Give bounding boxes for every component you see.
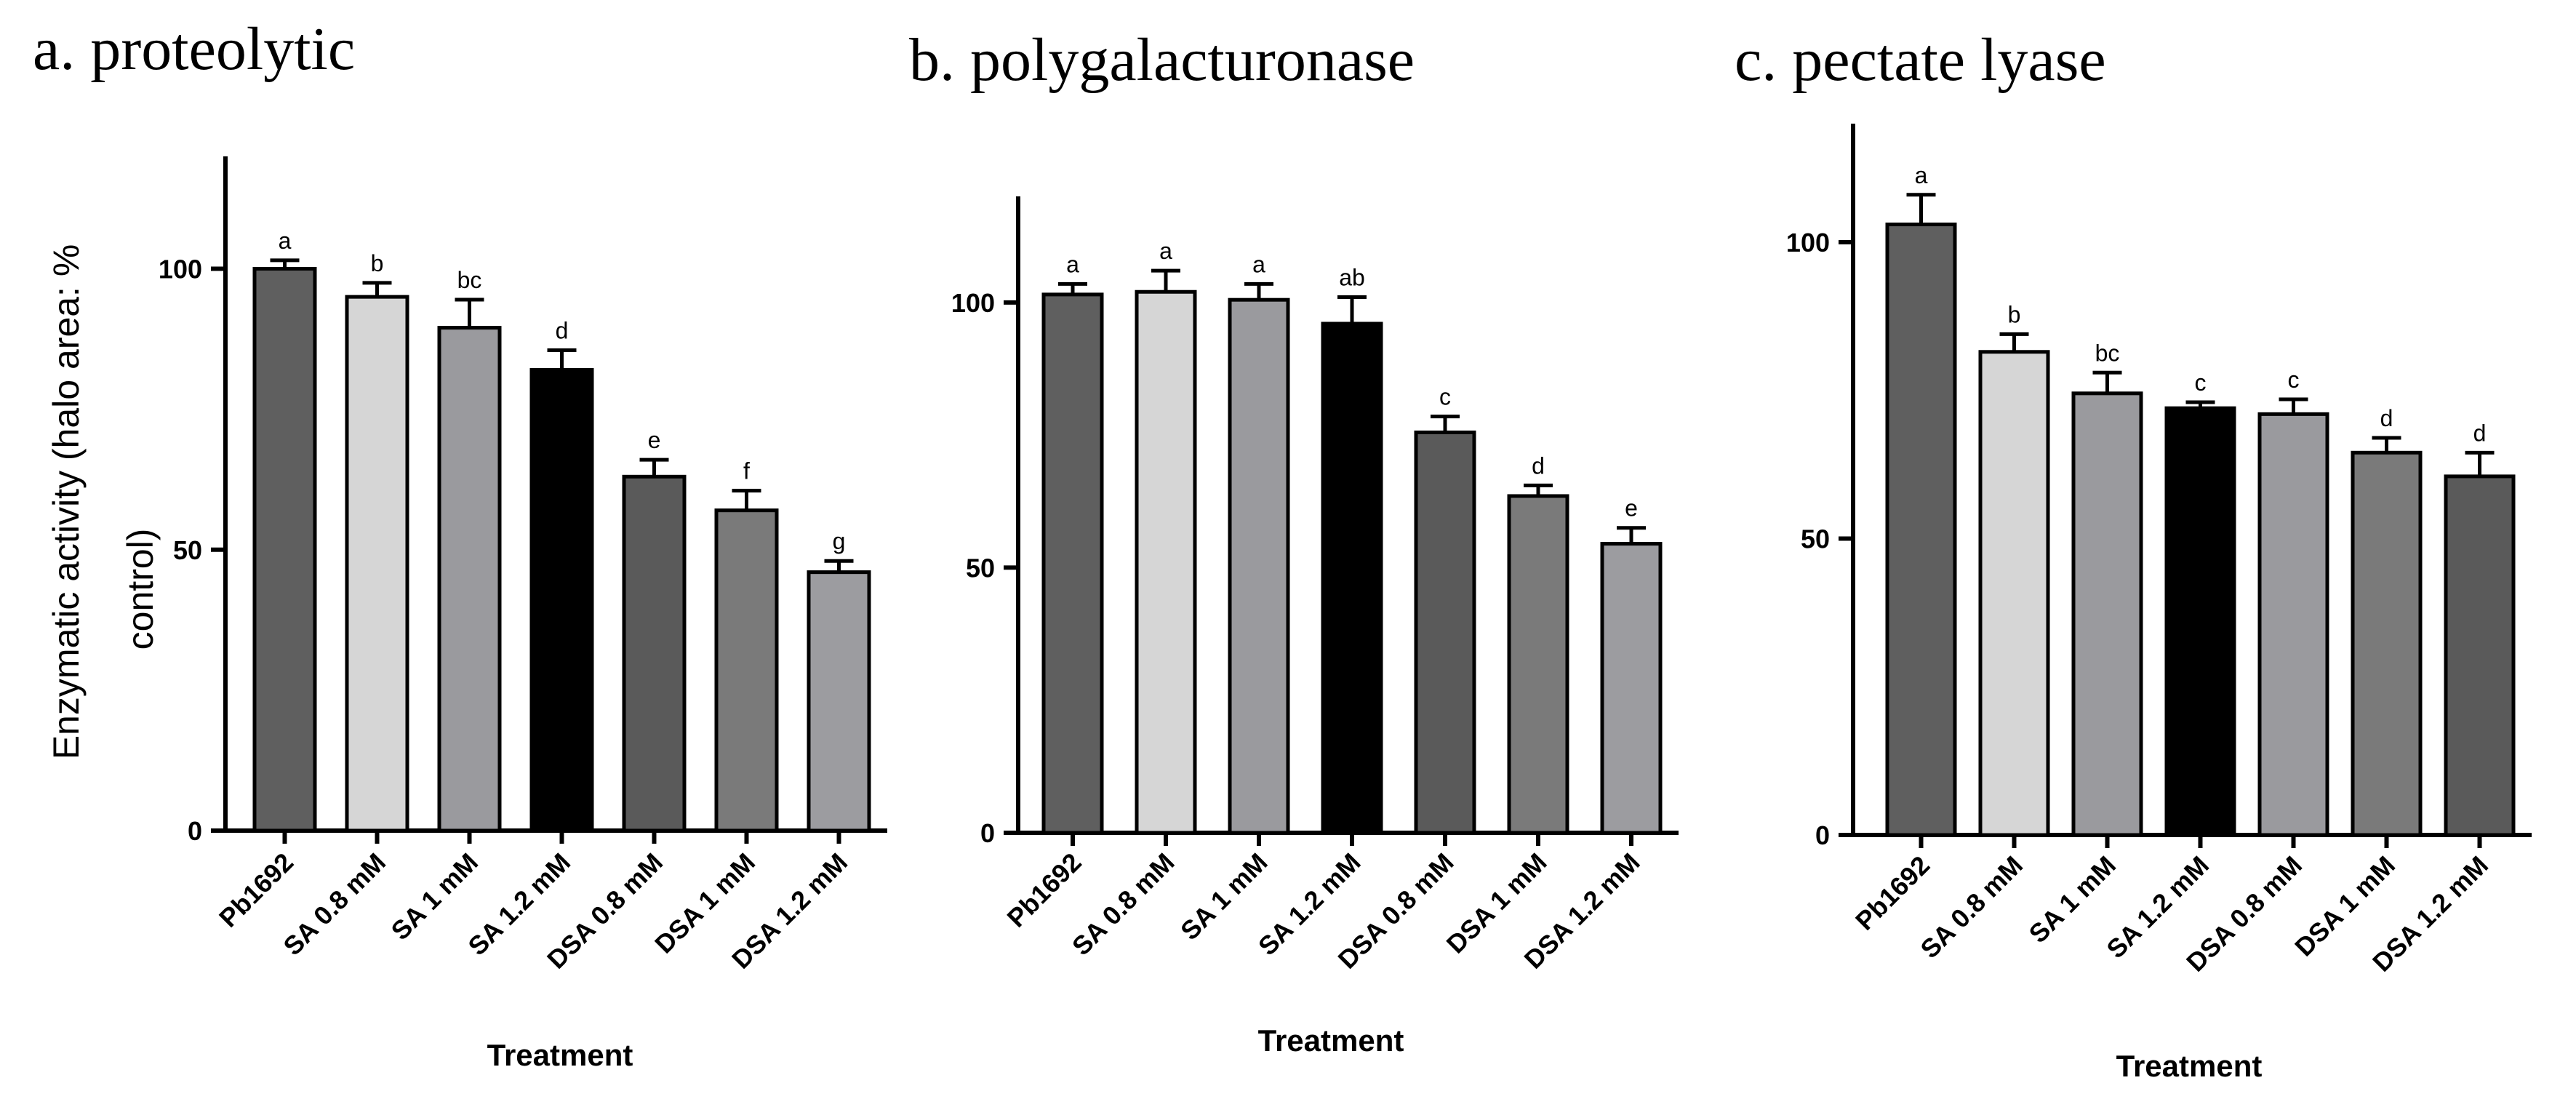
bar-4 xyxy=(1321,321,1383,835)
significance-label: a xyxy=(279,228,292,254)
x-axis-label: Treatment xyxy=(2116,1049,2263,1083)
chart-title: b. polygalacturonase xyxy=(909,26,1415,94)
bar-1 xyxy=(1041,292,1104,835)
significance-label: d xyxy=(2473,420,2487,446)
y-tick-label: 50 xyxy=(966,553,995,583)
bar-6 xyxy=(714,508,779,833)
bar-5 xyxy=(1414,430,1476,835)
category-label: Pb1692 xyxy=(213,847,299,933)
category-label: SA 1 mM xyxy=(2023,850,2122,949)
significance-label: a xyxy=(1915,162,1928,188)
bar-2 xyxy=(345,295,409,833)
significance-label: b xyxy=(2008,301,2021,327)
bar-7 xyxy=(807,570,871,833)
category-label: Pb1692 xyxy=(1001,847,1087,933)
y-tick-label: 100 xyxy=(159,255,202,284)
significance-label: b xyxy=(371,250,384,276)
bar-6 xyxy=(1507,494,1569,835)
y-tick-label: 0 xyxy=(980,818,995,848)
significance-label: bc xyxy=(457,267,482,293)
significance-label: e xyxy=(648,427,661,453)
chart-title: c. pectate lyase xyxy=(1735,26,2106,94)
chart-panel-1: b. polygalacturonase 0 50 100 a Pb1692 a SA 0.8… xyxy=(909,26,1679,1058)
y-tick-label: 100 xyxy=(1786,228,1830,257)
category-label: SA 1 mM xyxy=(385,847,484,946)
bar-2 xyxy=(1135,289,1197,835)
y-tick-label: 0 xyxy=(188,816,202,846)
bar-4 xyxy=(529,368,594,833)
significance-label: a xyxy=(1159,238,1172,264)
shared-ylabel-line2: control) xyxy=(120,529,161,650)
significance-label: c xyxy=(2288,367,2300,393)
bar-7 xyxy=(2444,474,2516,837)
bar-7 xyxy=(1600,542,1663,835)
category-label: SA 1 mM xyxy=(1175,847,1273,946)
y-tick-label: 50 xyxy=(173,535,202,565)
bar-1 xyxy=(252,267,317,833)
significance-label: e xyxy=(1625,495,1638,521)
bar-2 xyxy=(1978,350,2050,837)
significance-label: bc xyxy=(2095,340,2120,366)
shared-ylabel-line1: Enzymatic activity (halo area: % xyxy=(46,244,87,760)
bar-5 xyxy=(2257,412,2329,837)
y-tick-label: 50 xyxy=(1801,524,1830,554)
significance-label: d xyxy=(2380,405,2393,431)
significance-label: f xyxy=(743,458,750,484)
significance-label: c xyxy=(2195,369,2207,396)
bar-3 xyxy=(2071,391,2143,837)
bar-6 xyxy=(2351,450,2423,837)
significance-label: a xyxy=(1066,251,1079,277)
x-axis-label: Treatment xyxy=(487,1038,633,1072)
chart-panel-2: c. pectate lyase 0 50 100 a Pb1692 b SA 0.8 mM b… xyxy=(1735,26,2532,1083)
significance-label: d xyxy=(556,318,569,344)
chart-title: a. proteolytic xyxy=(33,15,355,83)
significance-label: ab xyxy=(1339,265,1365,291)
significance-label: c xyxy=(1439,384,1451,410)
category-label: Pb1692 xyxy=(1849,850,1935,936)
bar-3 xyxy=(1228,297,1290,835)
bar-3 xyxy=(437,326,502,833)
y-tick-label: 100 xyxy=(951,288,995,318)
significance-label: g xyxy=(833,528,846,554)
bar-1 xyxy=(1885,223,1957,837)
x-axis-label: Treatment xyxy=(1258,1023,1404,1058)
bar-4 xyxy=(2164,406,2236,837)
significance-label: a xyxy=(1252,251,1265,277)
bar-5 xyxy=(622,474,687,833)
category-label: SA 0.8 mM xyxy=(1066,847,1180,962)
significance-label: d xyxy=(1532,452,1545,479)
category-label: SA 0.8 mM xyxy=(1914,850,2028,964)
y-tick-label: 0 xyxy=(1815,820,1830,850)
